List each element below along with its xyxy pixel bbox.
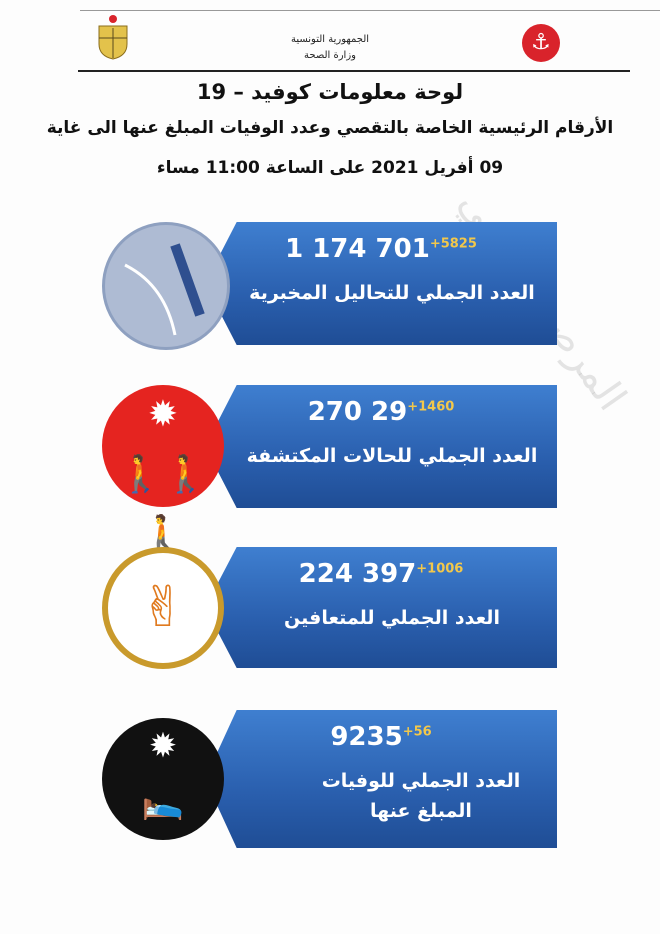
report-date: 09 أفريل 2021 على الساعة 11:00 مساء	[156, 158, 504, 178]
infected-people-icon: ✹ 🚶🚶🚶	[102, 385, 224, 555]
header-divider	[78, 70, 630, 72]
stat-label: العدد الجملي للمتعافين	[284, 607, 500, 629]
tunisia-coat-of-arms-icon	[98, 15, 128, 60]
victory-hand-icon: ✌	[102, 547, 224, 669]
stat-total: 224 397+1006	[298, 559, 464, 589]
stat-total: 270 29+1460	[307, 397, 455, 427]
stat-panel-cases: 270 29+1460 العدد الجملي للحالات المكتشف…	[205, 385, 557, 508]
lab-test-swab-icon	[102, 222, 230, 350]
stat-label: العدد الجملي للوفيات المبلغ عنها	[321, 770, 521, 823]
divider	[80, 10, 660, 11]
stat-total: 9235+56	[330, 722, 432, 752]
stat-panel-deaths: 9235+56 العدد الجملي للوفيات المبلغ عنها	[205, 710, 557, 848]
page-title: لوحة معلومات كوفيد – 19	[196, 80, 464, 104]
stat-delta: +56	[402, 724, 432, 740]
ministry-name: وزارة الصحة	[304, 50, 356, 61]
stat-label: العدد الجملي للحالات المكتشفة	[246, 445, 538, 467]
stat-delta: +1006	[416, 561, 464, 577]
stat-panel-recovered: 224 397+1006 العدد الجملي للمتعافين	[205, 547, 557, 668]
stat-panel-tests: 1 174 701+5825 العدد الجملي للتحاليل الم…	[205, 222, 557, 345]
stat-delta: +1460	[407, 399, 455, 415]
stat-total: 1 174 701+5825	[285, 234, 477, 264]
patient-bed-virus-icon: ✹ 🛌	[102, 718, 224, 840]
country-name: الجمهورية التونسية	[290, 34, 370, 45]
stat-delta: +5825	[429, 236, 477, 252]
page-subtitle: الأرقام الرئيسية الخاصة بالتقصي وعدد الو…	[46, 118, 614, 138]
anchor-logo-icon: ⚓	[522, 24, 560, 62]
stat-label: العدد الجملي للتحاليل المخبرية	[249, 282, 535, 304]
